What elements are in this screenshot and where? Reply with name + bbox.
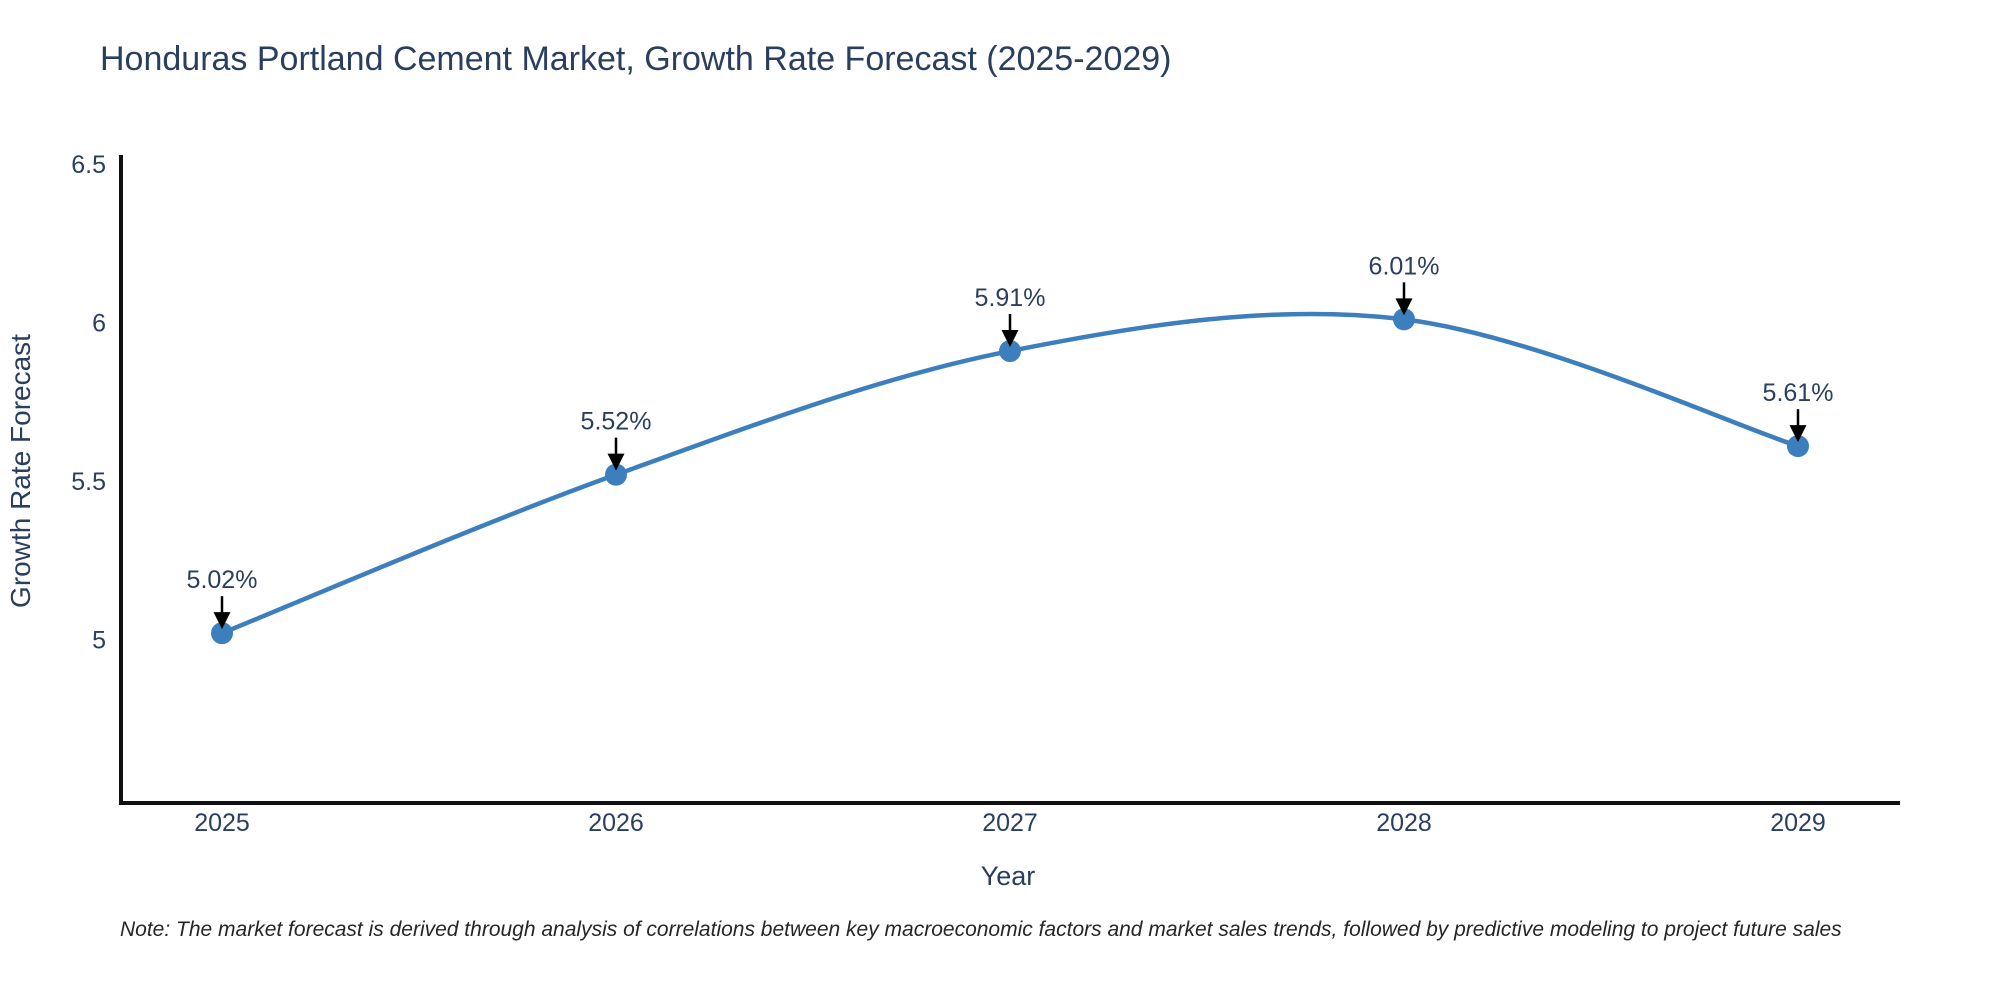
data-point-2027[interactable] [999,340,1021,363]
footnote: Note: The market forecast is derived thr… [120,918,1842,941]
y-tick-label: 5.5 [71,468,106,496]
x-tick-label: 2026 [588,809,644,837]
annotation-arrowhead [607,453,625,471]
y-tick-label: 6 [92,310,106,338]
y-tick-label: 6.5 [71,151,106,179]
x-tick-label: 2028 [1376,809,1432,837]
y-axis-title: Growth Rate Forecast [5,334,36,608]
annotation-arrowhead [1789,425,1807,443]
point-label: 5.02% [187,566,258,594]
data-point-2029[interactable] [1787,435,1809,458]
point-label: 6.01% [1369,252,1440,280]
x-tick-label: 2029 [1770,809,1826,837]
point-label: 5.52% [581,408,652,436]
point-label: 5.91% [975,284,1046,312]
data-point-2028[interactable] [1393,308,1415,331]
chart-title: Honduras Portland Cement Market, Growth … [100,40,1172,78]
y-tick-label: 5 [92,627,106,655]
data-point-2025[interactable] [211,622,233,645]
annotation-arrowhead [213,612,231,630]
data-point-2026[interactable] [605,463,627,486]
x-tick-label: 2027 [982,809,1038,837]
point-label: 5.61% [1763,379,1834,407]
annotation-arrowhead [1395,298,1413,316]
x-axis-title: Year [981,861,1036,891]
x-tick-label: 2025 [194,809,250,837]
annotation-arrowhead [1001,330,1019,348]
